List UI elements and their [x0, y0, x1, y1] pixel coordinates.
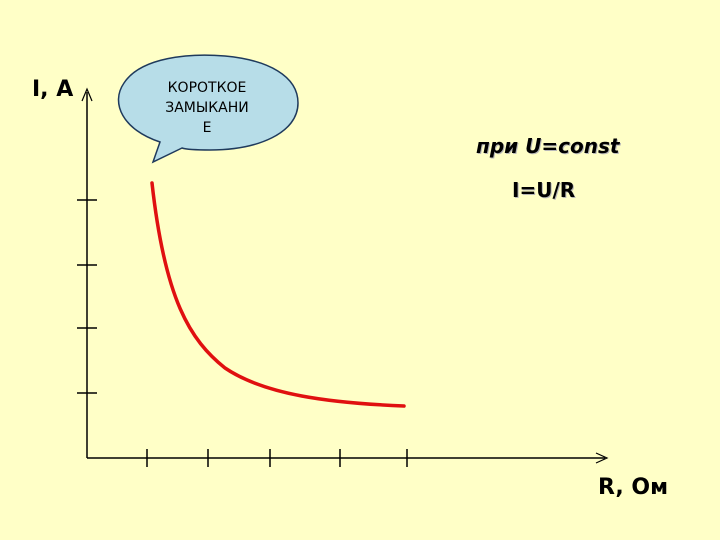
current-curve: [150, 181, 406, 408]
y-axis-arrow: [81, 87, 93, 102]
ohm-law-formula: I=U/R: [512, 178, 576, 202]
callout-text: КОРОТКОЕ ЗАМЫКАНИ Е: [128, 78, 286, 138]
callout-line: КОРОТКОЕ: [167, 80, 247, 96]
x-axis-label: R, Ом: [598, 475, 669, 500]
callout-line: ЗАМЫКАНИ: [165, 100, 249, 116]
callout-line: Е: [202, 120, 212, 136]
condition-text: при U=const: [476, 134, 620, 158]
x-axis-arrow: [595, 452, 609, 464]
short-circuit-callout: [117, 54, 299, 164]
y-axis-label: I, A: [32, 77, 74, 102]
